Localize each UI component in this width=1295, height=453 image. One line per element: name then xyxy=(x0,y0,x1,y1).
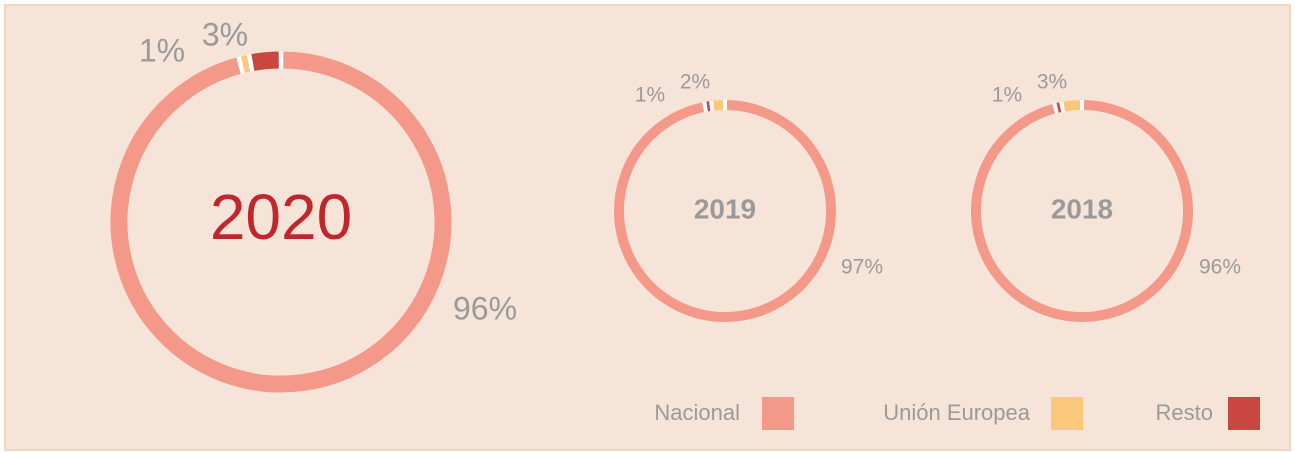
legend-swatch xyxy=(762,397,794,430)
donut-segment xyxy=(1063,100,1081,112)
legend-swatch xyxy=(1228,397,1260,430)
value-label: 97% xyxy=(841,256,883,279)
panel xyxy=(4,4,1291,451)
donut-segment xyxy=(240,54,251,73)
legend-label: Nacional xyxy=(654,400,740,425)
value-label: 3% xyxy=(202,16,248,52)
legend-label: Unión Europea xyxy=(883,400,1031,425)
donut-title: 2019 xyxy=(694,193,756,224)
value-label: 1% xyxy=(635,84,665,107)
legend-swatch xyxy=(1051,397,1083,430)
donut-segment xyxy=(971,100,1193,322)
value-label: 1% xyxy=(139,32,185,68)
value-label: 3% xyxy=(1037,71,1067,94)
donut-segment xyxy=(251,51,280,71)
donut-segment xyxy=(1056,102,1062,113)
donut-segment xyxy=(713,100,724,111)
donut-segment xyxy=(110,51,452,393)
value-label: 1% xyxy=(992,84,1022,107)
value-label: 2% xyxy=(680,71,710,94)
value-label: 96% xyxy=(1199,256,1241,279)
legend-label: Resto xyxy=(1156,400,1213,425)
donut-title: 2018 xyxy=(1051,193,1113,224)
donut-title: 2020 xyxy=(210,181,352,253)
value-label: 96% xyxy=(453,290,517,326)
donut-segment xyxy=(614,100,836,322)
